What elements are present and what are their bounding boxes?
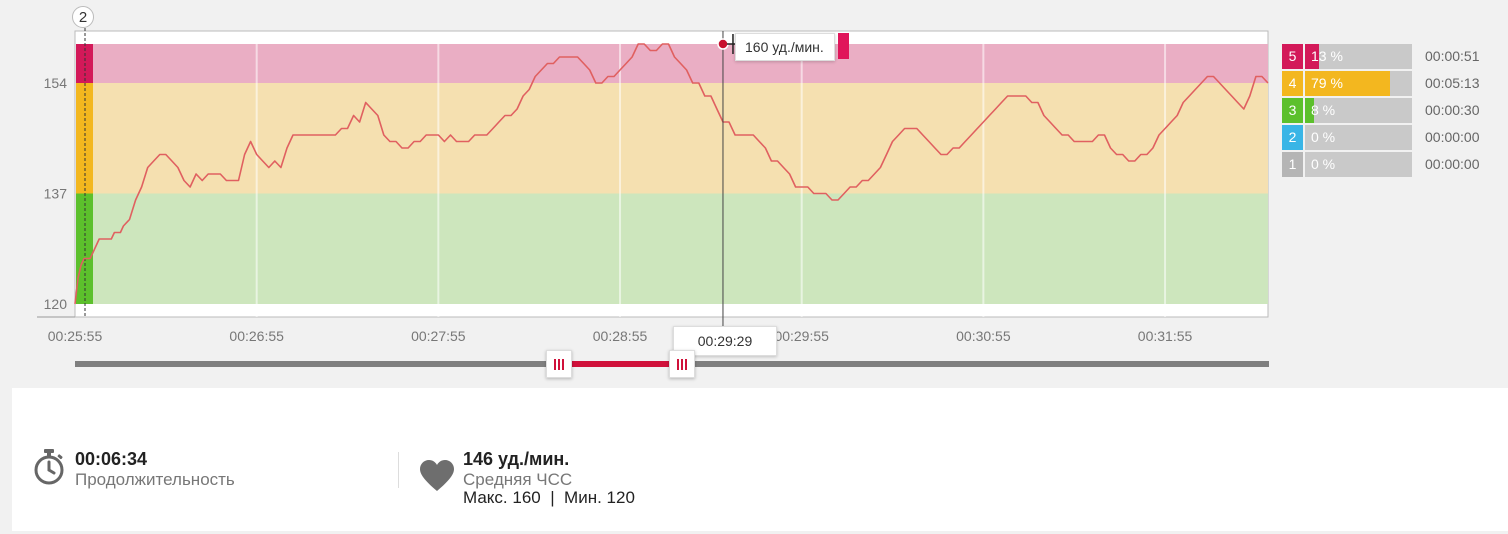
hr-zone-band-3 bbox=[76, 193, 1268, 304]
zone-percent: 0 % bbox=[1311, 129, 1336, 145]
duration-value: 00:06:34 bbox=[75, 449, 148, 469]
avg-hr-value: 146 уд./мин. bbox=[463, 449, 570, 469]
heart-icon bbox=[420, 460, 454, 491]
zone-time: 00:00:00 bbox=[1425, 156, 1480, 172]
zone-bar bbox=[1305, 125, 1412, 150]
hover-zone-color-swatch bbox=[838, 33, 849, 59]
zone-number: 2 bbox=[1282, 125, 1303, 150]
hr-series-line bbox=[74, 43, 1269, 305]
zone-time: 00:00:30 bbox=[1425, 102, 1480, 118]
hover-value-tooltip: 160 уд./мин. bbox=[735, 33, 835, 61]
avg-hr-label: Средняя ЧСС bbox=[463, 470, 573, 489]
y-tick-label: 120 bbox=[44, 296, 68, 312]
summary-panel: 00:06:34 Продолжительность 146 уд./мин. … bbox=[12, 388, 1508, 531]
zone-row-3: 3 8 % 00:00:30 bbox=[1282, 98, 1508, 123]
heart-rate-chart[interactable]: 00:25:55 00:26:55 00:27:55 00:28:55 00:29:55… bbox=[0, 0, 1508, 385]
zone-time: 00:00:51 bbox=[1425, 48, 1480, 64]
range-slider-right-handle[interactable] bbox=[668, 350, 695, 378]
lap-marker[interactable]: 2 bbox=[72, 6, 94, 28]
zone-number: 5 bbox=[1282, 44, 1303, 69]
y-tick-label: 137 bbox=[44, 186, 68, 202]
hr-min-max: Макс. 160 | Мин. 120 bbox=[463, 488, 635, 507]
zone-percent: 13 % bbox=[1311, 48, 1343, 64]
zone-bar-fill bbox=[1305, 44, 1319, 69]
summary-divider bbox=[398, 452, 399, 488]
zone-bar bbox=[1305, 44, 1412, 69]
x-tick-label: 00:30:55 bbox=[956, 328, 1011, 344]
zone-row-1: 1 0 % 00:00:00 bbox=[1282, 152, 1508, 177]
x-tick-label: 00:31:55 bbox=[1138, 328, 1193, 344]
zone-row-4: 4 79 % 00:05:13 bbox=[1282, 71, 1508, 96]
zone-bar bbox=[1305, 71, 1412, 96]
zone-percent: 8 % bbox=[1311, 102, 1336, 118]
duration-label: Продолжительность bbox=[75, 470, 235, 489]
stopwatch-icon bbox=[34, 449, 64, 485]
heart-rate-chart-area: 00:25:55 00:26:55 00:27:55 00:28:55 00:29:55… bbox=[0, 0, 1508, 385]
zone-number: 3 bbox=[1282, 98, 1303, 123]
hr-zone-band-4 bbox=[76, 83, 1268, 194]
zone-bar bbox=[1305, 98, 1412, 123]
hover-point-marker bbox=[717, 38, 729, 50]
range-slider-selection[interactable] bbox=[558, 361, 682, 367]
x-tick-label: 00:28:55 bbox=[593, 328, 648, 344]
grip-icon bbox=[553, 359, 556, 370]
zone-number: 1 bbox=[1282, 152, 1303, 177]
zone-row-2: 2 0 % 00:00:00 bbox=[1282, 125, 1508, 150]
range-slider-left-handle[interactable] bbox=[545, 350, 572, 378]
zone-percent: 0 % bbox=[1311, 156, 1336, 172]
zone-bar-fill bbox=[1305, 98, 1314, 123]
grip-icon bbox=[676, 359, 679, 370]
zone-time: 00:05:13 bbox=[1425, 75, 1480, 91]
y-tick-label: 154 bbox=[44, 75, 68, 91]
zone-time: 00:00:00 bbox=[1425, 129, 1480, 145]
zone-number: 4 bbox=[1282, 71, 1303, 96]
x-tick-label: 00:25:55 bbox=[48, 328, 103, 344]
zone-bar bbox=[1305, 152, 1412, 177]
x-tick-label: 00:26:55 bbox=[229, 328, 284, 344]
x-tick-label: 00:29:55 bbox=[774, 328, 829, 344]
zone-row-5: 5 13 % 00:00:51 bbox=[1282, 44, 1508, 69]
x-tick-label: 00:27:55 bbox=[411, 328, 466, 344]
zone-bar-fill bbox=[1305, 71, 1390, 96]
zone-percent: 79 % bbox=[1311, 75, 1343, 91]
